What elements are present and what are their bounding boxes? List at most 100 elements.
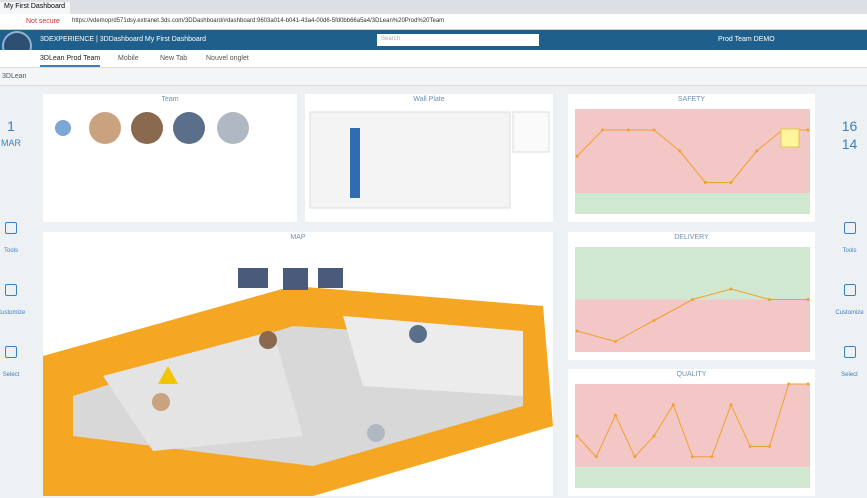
widget-title: QUALITY: [676, 371, 707, 378]
cell: [343, 316, 523, 396]
tab[interactable]: Mobile: [118, 55, 139, 62]
app-header: 3DEXPERIENCE | 3DDashboard My First Dash…: [0, 30, 867, 61]
month: MAR: [1, 138, 21, 148]
chart-widget: QUALITY: [568, 369, 815, 496]
tool-label[interactable]: Tools: [3, 248, 18, 254]
tab-bar: 3DLean Prod Team Mobile New Tab Nouvel ongl…: [0, 50, 867, 68]
tool-label[interactable]: Select: [2, 372, 20, 378]
user[interactable]: Prod Team DEMO: [718, 36, 775, 43]
factory-map: [43, 268, 553, 496]
number: 14: [841, 136, 858, 152]
point: [748, 444, 752, 448]
team-widget: Team: [43, 94, 297, 222]
avatar[interactable]: [89, 112, 121, 144]
tool-icon[interactable]: [843, 346, 856, 358]
point: [678, 149, 682, 153]
band-above: [575, 247, 810, 300]
avatar: [409, 325, 427, 343]
tab[interactable]: New Tab: [160, 55, 188, 62]
point: [710, 455, 714, 459]
tab[interactable]: Nouvel onglet: [206, 55, 249, 62]
point: [806, 382, 810, 386]
avatar[interactable]: [173, 112, 205, 144]
point: [729, 181, 733, 184]
tool-icon[interactable]: [843, 222, 856, 234]
point: [806, 298, 810, 301]
point: [601, 128, 605, 132]
point: [729, 287, 733, 291]
avatar[interactable]: [131, 112, 163, 144]
point: [787, 382, 791, 386]
tool-label[interactable]: Customize: [835, 310, 864, 316]
chart: [575, 109, 810, 214]
map-widget: MAP: [43, 232, 553, 496]
tool-icon[interactable]: [843, 284, 856, 296]
avatar: [259, 331, 277, 349]
tool-label[interactable]: Tools: [842, 248, 857, 254]
band-below: [575, 467, 810, 488]
widget-title: Team: [161, 96, 179, 103]
number: 16: [841, 118, 858, 134]
chart: [575, 382, 810, 488]
point: [806, 128, 810, 132]
point: [652, 319, 656, 322]
toolbar: 3DLean: [0, 68, 867, 86]
avatar[interactable]: [217, 112, 249, 144]
url: https://vdemoprd571dsy.extranet.3ds.com/…: [72, 18, 445, 24]
tool-icon[interactable]: [5, 284, 17, 296]
tab[interactable]: 3DLean Prod Team: [40, 55, 101, 67]
point: [575, 434, 579, 438]
chart: [575, 247, 810, 352]
point: [575, 329, 579, 333]
point: [614, 340, 617, 343]
chart-widget: DELIVERY: [568, 232, 815, 360]
point: [703, 181, 707, 184]
wall-plate-preview: [309, 111, 550, 209]
point: [633, 455, 637, 459]
bars: [350, 128, 360, 198]
avatars: [55, 112, 249, 144]
band-below: [575, 193, 810, 214]
point: [729, 403, 733, 407]
list: [512, 111, 550, 153]
point: [575, 154, 579, 158]
tool-icon[interactable]: [5, 222, 17, 234]
point: [594, 455, 598, 459]
tool-label[interactable]: Select: [841, 372, 858, 378]
group-icon: [55, 120, 71, 136]
search[interactable]: Search: [377, 34, 539, 46]
avatar: [152, 393, 170, 411]
point: [652, 128, 656, 132]
point: [614, 413, 617, 417]
band-above: [575, 109, 810, 193]
rack: [283, 268, 308, 290]
chart-widget: SAFETY: [568, 94, 815, 222]
band-above: [575, 384, 810, 468]
point: [691, 298, 694, 301]
wall-plate-widget: Wall Plate: [305, 94, 553, 222]
widget-title: SAFETY: [677, 96, 706, 103]
point: [768, 444, 771, 448]
widget-title: MAP: [290, 234, 306, 241]
tool-label[interactable]: Customize: [0, 310, 26, 316]
point: [691, 455, 694, 459]
rack: [318, 268, 343, 288]
browser-tab[interactable]: My First Dashboard: [0, 2, 70, 14]
toolbar-title: 3DLean: [2, 73, 27, 80]
brand: 3DEXPERIENCE | 3DDashboard My First Dash…: [40, 36, 206, 43]
point: [768, 298, 771, 301]
widget-title: Wall Plate: [413, 96, 445, 103]
rack: [238, 268, 268, 288]
warning: [158, 366, 178, 384]
address-bar[interactable]: Not secure https://vdemoprd571dsy.extran…: [0, 14, 867, 30]
point: [671, 403, 675, 407]
day: 1: [7, 118, 15, 134]
point: [652, 434, 656, 438]
band-below: [575, 299, 810, 352]
tab-strip: My First Dashboard: [0, 0, 867, 14]
avatar: [367, 424, 385, 442]
security: Not secure: [26, 18, 60, 25]
tool-icon[interactable]: [5, 346, 17, 358]
cell: [103, 331, 303, 451]
table: [309, 111, 511, 209]
